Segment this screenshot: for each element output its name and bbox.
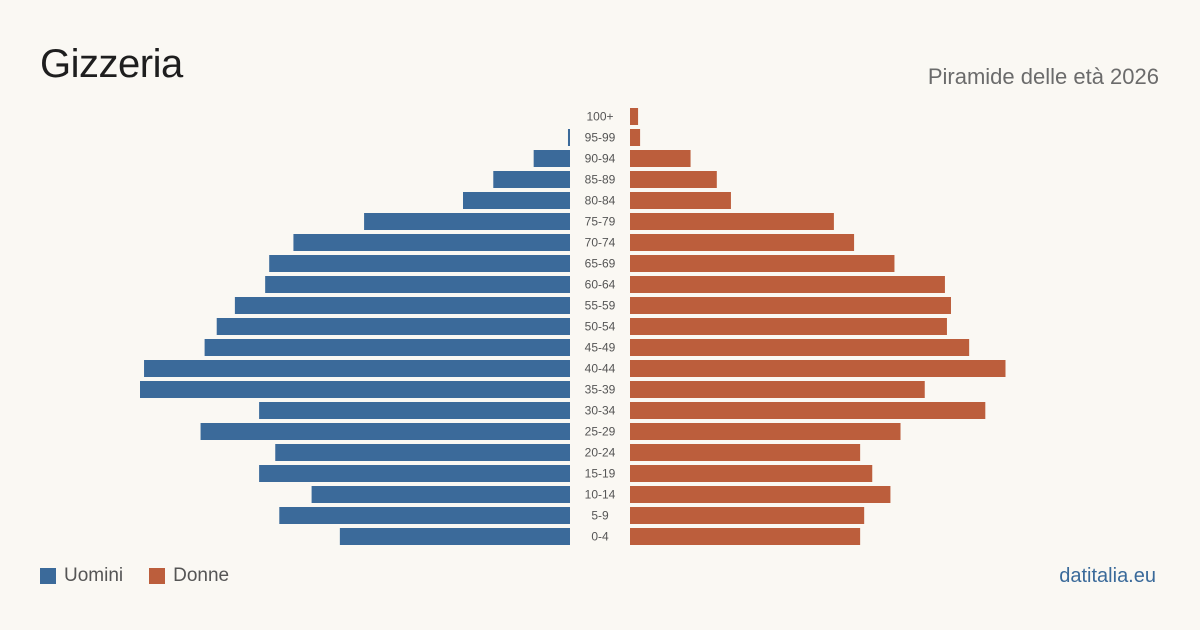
age-label-50-54: 50-54 xyxy=(585,320,616,334)
bar-men-60-64 xyxy=(265,276,570,293)
legend-swatch-women xyxy=(149,568,166,584)
age-label-20-24: 20-24 xyxy=(585,446,616,460)
bar-women-20-24 xyxy=(630,444,861,461)
age-label-25-29: 25-29 xyxy=(585,425,616,439)
age-label-65-69: 65-69 xyxy=(585,257,616,271)
bar-women-70-74 xyxy=(630,234,855,251)
age-label-100plus: 100+ xyxy=(586,110,613,124)
bar-men-65-69 xyxy=(269,255,570,272)
bar-women-5-9 xyxy=(630,507,865,524)
bar-women-85-89 xyxy=(630,171,717,188)
bar-women-0-4 xyxy=(630,528,861,545)
bar-women-100plus xyxy=(630,108,639,125)
age-label-55-59: 55-59 xyxy=(585,299,616,313)
bar-men-75-79 xyxy=(364,213,570,230)
age-label-10-14: 10-14 xyxy=(585,488,616,502)
age-labels: 100+ 95-99 90-94 85-89 80-84 75-79 70-74 65-69 6… xyxy=(585,110,616,544)
bar-women-25-29 xyxy=(630,423,901,440)
bar-men-35-39 xyxy=(140,381,570,398)
age-label-15-19: 15-19 xyxy=(585,467,616,481)
bar-women-10-14 xyxy=(630,486,891,503)
bar-men-80-84 xyxy=(463,192,570,209)
legend-swatch-men xyxy=(40,568,56,584)
age-label-5-9: 5-9 xyxy=(591,509,609,523)
bar-women-30-34 xyxy=(630,402,986,419)
legend: Uomini Donne xyxy=(40,565,229,587)
bar-women-75-79 xyxy=(630,213,834,230)
bar-men-45-49 xyxy=(204,339,570,356)
bar-men-55-59 xyxy=(234,297,570,314)
bar-women-90-94 xyxy=(630,150,691,167)
age-label-45-49: 45-49 xyxy=(585,341,616,355)
legend-item-women: Donne xyxy=(149,565,229,587)
bar-women-50-54 xyxy=(630,318,947,335)
bar-women-40-44 xyxy=(630,360,1006,377)
bar-women-95-99 xyxy=(630,129,641,146)
women-bars xyxy=(630,108,1006,545)
bar-men-20-24 xyxy=(275,444,570,461)
age-label-0-4: 0-4 xyxy=(591,530,609,544)
men-bars xyxy=(140,129,571,545)
bar-men-95-99 xyxy=(567,129,570,146)
bar-women-15-19 xyxy=(630,465,873,482)
age-label-80-84: 80-84 xyxy=(585,194,616,208)
bar-women-45-49 xyxy=(630,339,970,356)
age-label-35-39: 35-39 xyxy=(585,383,616,397)
age-label-40-44: 40-44 xyxy=(585,362,616,376)
age-label-85-89: 85-89 xyxy=(585,173,616,187)
bar-men-85-89 xyxy=(493,171,570,188)
age-label-30-34: 30-34 xyxy=(585,404,616,418)
bar-women-35-39 xyxy=(630,381,925,398)
age-label-60-64: 60-64 xyxy=(585,278,616,292)
bar-men-90-94 xyxy=(533,150,570,167)
bar-men-50-54 xyxy=(216,318,570,335)
bar-men-0-4 xyxy=(339,528,570,545)
age-label-90-94: 90-94 xyxy=(585,152,616,166)
bar-men-30-34 xyxy=(259,402,570,419)
age-label-70-74: 70-74 xyxy=(585,236,616,250)
bar-men-15-19 xyxy=(259,465,570,482)
bar-men-25-29 xyxy=(200,423,570,440)
chart-subtitle: Piramide delle età 2026 xyxy=(927,64,1159,89)
bar-women-60-64 xyxy=(630,276,945,293)
legend-item-men: Uomini xyxy=(40,565,123,587)
page-title: Gizzeria xyxy=(40,42,183,86)
bar-men-70-74 xyxy=(293,234,570,251)
bar-men-10-14 xyxy=(311,486,570,503)
brand-link[interactable]: datitalia.eu xyxy=(1059,565,1156,587)
bar-women-65-69 xyxy=(630,255,895,272)
legend-label-women: Donne xyxy=(173,565,230,586)
bar-men-5-9 xyxy=(279,507,570,524)
age-label-95-99: 95-99 xyxy=(585,131,616,145)
legend-label-men: Uomini xyxy=(64,565,124,586)
bar-women-80-84 xyxy=(630,192,731,209)
bar-women-55-59 xyxy=(630,297,951,314)
age-label-75-79: 75-79 xyxy=(585,215,616,229)
bar-men-40-44 xyxy=(144,360,571,377)
